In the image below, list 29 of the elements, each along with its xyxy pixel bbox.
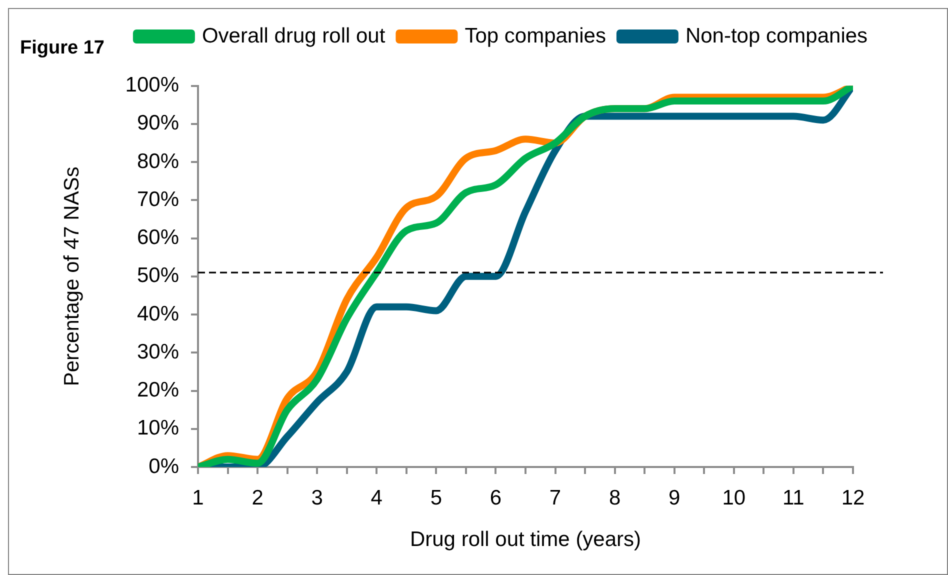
y-tick-label: 20%: [136, 378, 179, 402]
y-tick-label: 60%: [136, 226, 179, 250]
x-tick-label: 8: [608, 486, 621, 510]
y-tick-label: 50%: [136, 264, 179, 288]
y-axis-title: Percentage of 47 NASs: [60, 166, 84, 386]
y-tick-label: 0%: [148, 454, 179, 478]
x-tick-label: 12: [841, 486, 865, 510]
legend-label: Top companies: [464, 24, 606, 48]
x-tick-label: 10: [722, 486, 746, 510]
y-tick-label: 90%: [136, 112, 179, 135]
x-tick-label: 5: [430, 486, 442, 510]
y-tick-label: 100%: [125, 74, 179, 97]
x-tick-label: 9: [668, 486, 680, 510]
y-tick-label: 30%: [136, 340, 179, 364]
x-tick-label: 4: [370, 486, 383, 510]
x-tick-label: 7: [549, 486, 562, 510]
y-tick-label: 10%: [136, 416, 179, 440]
x-tick-label: 3: [311, 486, 323, 510]
x-tick-label: 1: [192, 486, 204, 510]
x-tick-label: 2: [252, 486, 264, 510]
x-tick-label: 6: [490, 486, 502, 510]
legend-label: Overall drug roll out: [202, 24, 386, 48]
y-tick-label: 70%: [136, 188, 179, 211]
y-tick-label: 80%: [136, 150, 179, 173]
x-tick-label: 11: [782, 486, 804, 510]
y-tick-label: 40%: [136, 302, 179, 326]
chart-title: Figure 17: [20, 38, 104, 59]
legend-label: Non-top companies: [685, 24, 868, 48]
x-axis-title: Drug roll out time (years): [410, 528, 642, 552]
